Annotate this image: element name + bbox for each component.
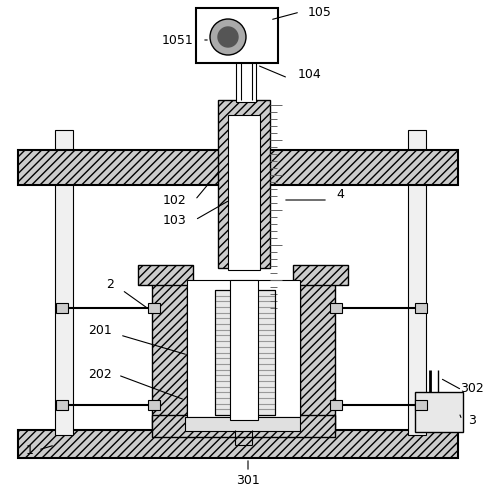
Bar (218, 100, 270, 268)
Bar (196, 8, 278, 63)
Bar (228, 115, 260, 270)
Bar (415, 400, 427, 410)
Text: 301: 301 (236, 473, 260, 487)
Text: 4: 4 (336, 188, 344, 202)
Text: 1: 1 (26, 443, 34, 457)
Bar (187, 280, 300, 417)
Bar (415, 392, 463, 432)
Text: 104: 104 (298, 68, 322, 82)
Text: 105: 105 (308, 5, 332, 19)
Bar (300, 280, 335, 428)
Bar (56, 400, 68, 410)
Bar (148, 400, 160, 410)
Bar (415, 303, 427, 313)
Bar (236, 40, 256, 102)
Bar (330, 303, 342, 313)
Text: 202: 202 (88, 369, 112, 381)
Bar (293, 265, 348, 285)
Circle shape (218, 27, 238, 47)
Bar (215, 290, 275, 415)
Bar (152, 280, 187, 428)
Text: 3: 3 (468, 413, 476, 427)
Bar (408, 130, 426, 435)
Bar (185, 417, 300, 431)
Circle shape (210, 19, 246, 55)
Bar (56, 303, 68, 313)
Bar (330, 400, 342, 410)
Text: 201: 201 (88, 324, 112, 337)
Text: 302: 302 (460, 381, 484, 395)
Bar (18, 150, 458, 185)
Bar (55, 130, 73, 435)
Text: 1051: 1051 (162, 33, 194, 47)
Bar (215, 290, 275, 415)
Text: 103: 103 (163, 214, 187, 226)
Text: 102: 102 (163, 193, 187, 207)
Bar (18, 430, 458, 458)
Bar (148, 303, 160, 313)
Bar (230, 280, 258, 420)
Text: 2: 2 (106, 278, 114, 291)
Bar (152, 415, 335, 437)
Bar (138, 265, 193, 285)
